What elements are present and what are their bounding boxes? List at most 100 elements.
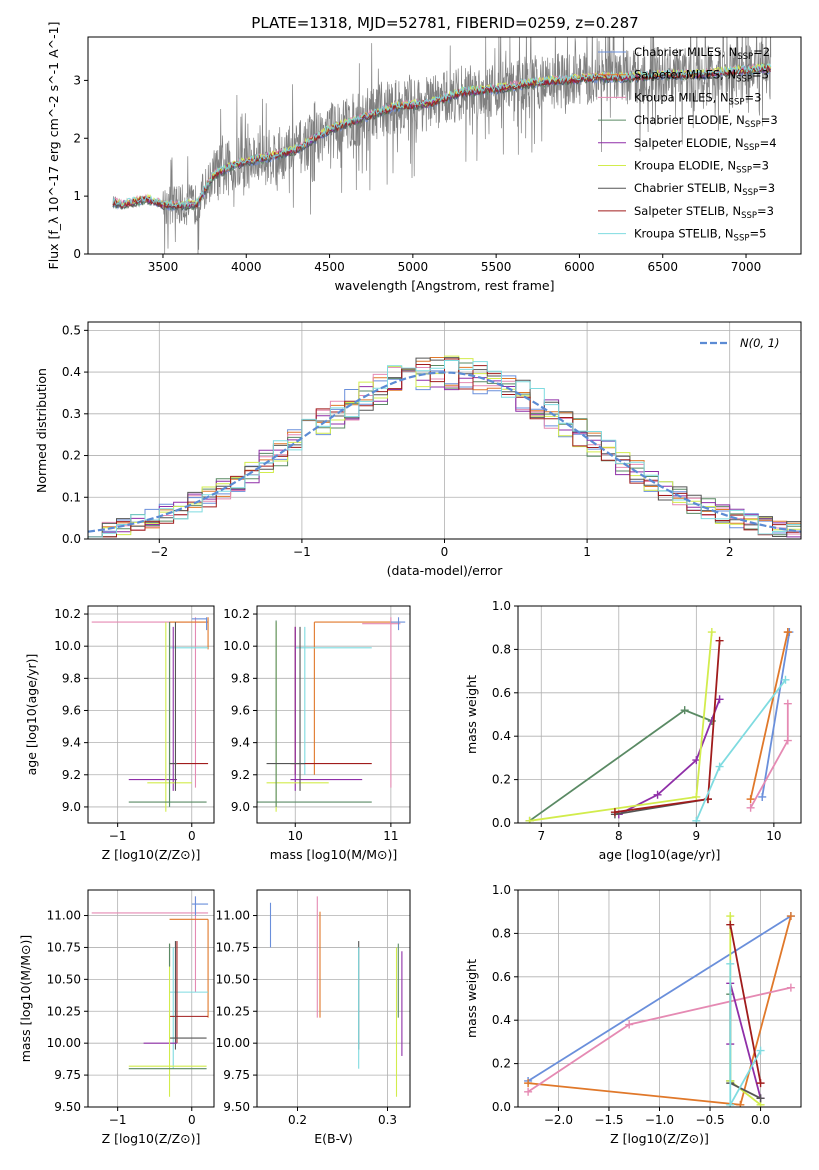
y-tick-label: 0.1 (62, 490, 81, 504)
legend-count: =2 (753, 45, 770, 59)
y-tick-label: 1 (73, 189, 81, 203)
x-tick-label: 1 (583, 545, 591, 559)
axes-frame (87, 889, 215, 1108)
model-line-kroupa-stelib (112, 62, 772, 208)
axes-frame (87, 605, 215, 824)
mass_vs_EBV-group: 0.2 0.3 9.50 9.75 10.00 10.25 10.50 10.75 11.00 E… (216, 889, 411, 1146)
y-tick-label: 10.25 (47, 1004, 81, 1018)
mass_weight_vs_age-group: 7 8 9 10 0.0 0.2 0.4 0.6 0.8 1.0 age [log10(age/yr… (464, 599, 802, 862)
point-marker (726, 920, 735, 929)
point-marker (783, 628, 792, 637)
x-axis-label: Z [log10(Z/Z⊙)] (102, 1131, 201, 1146)
axes-frame (256, 889, 411, 1108)
legend-label: Chabrier MILES, NSSP=2 (634, 45, 770, 62)
x-axis-label: E(B-V) (314, 1131, 353, 1146)
x-tick-label: −1.5 (594, 1113, 623, 1127)
point-marker (653, 790, 662, 799)
y-tick-label: 10.2 (223, 607, 250, 621)
point-marker (758, 792, 767, 801)
x-axis-label: Z [log10(Z/Z⊙)] (610, 1131, 709, 1146)
point-marker (625, 1020, 634, 1029)
histogram-kroupa-stelib (88, 360, 801, 538)
y-tick-label: 9.0 (62, 800, 81, 814)
x-tick-label: 0.2 (288, 1113, 307, 1127)
axes-frame (87, 36, 802, 255)
y-tick-label: 10.0 (54, 639, 81, 653)
point-marker (786, 912, 795, 921)
series-line-chabrier-stelib (729, 1082, 762, 1100)
plot-area (91, 896, 209, 1097)
legend-count: =3 (758, 181, 775, 195)
point-marker (781, 675, 790, 684)
x-tick-label: 5000 (398, 260, 429, 274)
plot-area (112, 37, 772, 254)
x-tick-label: −1 (109, 1113, 127, 1127)
legend-count: =3 (752, 68, 769, 82)
series-line-chabrier-miles (527, 915, 792, 1082)
point-marker (707, 628, 716, 637)
y-tick-label: 9.6 (231, 703, 250, 717)
y-tick-label: 1.0 (492, 883, 511, 897)
x-tick-label: −1 (109, 829, 127, 843)
y-tick-label: 9.50 (54, 1100, 81, 1114)
y-tick-label: 0.2 (492, 773, 511, 787)
plot-area (88, 355, 801, 538)
y-tick-label: 0.8 (492, 642, 511, 656)
y-tick-label: 10.75 (47, 940, 81, 954)
point-marker (524, 1087, 533, 1096)
legend-subscript: SSP (736, 75, 752, 85)
axes-frame (256, 605, 411, 824)
x-axis-label: mass [log10(M/M⊙)] (270, 847, 398, 862)
y-tick-label: 0.0 (492, 816, 511, 830)
series-line-kroupa-elodie (529, 631, 713, 822)
legend-count: =3 (752, 159, 769, 173)
y-tick-label: 0.5 (62, 323, 81, 337)
x-axis-label: Z [log10(Z/Z⊙)] (102, 847, 201, 862)
point-marker (726, 912, 735, 921)
point-marker (715, 762, 724, 771)
series-line-salpeter-stelib (729, 924, 762, 1084)
x-tick-label: 4500 (314, 260, 345, 274)
figure-title: PLATE=1318, MJD=52781, FIBERID=0259, z=0… (251, 14, 638, 32)
x-tick-label: 6000 (564, 260, 595, 274)
axes-frame (517, 605, 802, 824)
legend-count: =3 (761, 113, 778, 127)
legend-label: Kroupa STELIB, NSSP=5 (634, 227, 766, 244)
y-tick-label: 10.50 (216, 972, 250, 986)
y-tick-label: 9.2 (62, 768, 81, 782)
gaussian-curve (88, 371, 801, 533)
plot-area (269, 896, 403, 1097)
y-tick-label: 9.6 (62, 703, 81, 717)
y-tick-label: 0.6 (492, 686, 511, 700)
point-marker (746, 803, 755, 812)
y-tick-label: 11.00 (47, 909, 81, 923)
y-tick-label: 0.2 (62, 449, 81, 463)
x-tick-label: −1 (293, 545, 311, 559)
legend-count: =3 (744, 90, 761, 104)
x-tick-label: 0 (188, 829, 196, 843)
y-axis-label: mass weight (464, 675, 479, 754)
point-marker (783, 699, 792, 708)
y-tick-label: 9.50 (223, 1100, 250, 1114)
y-tick-label: 2 (73, 131, 81, 145)
series-line-salpeter-miles (749, 631, 789, 800)
mass_vs_Z-group: −1 0 9.50 9.75 10.00 10.25 10.50 10.75 11.00 Z [l… (18, 889, 215, 1146)
y-tick-label: 10.75 (216, 940, 250, 954)
point-marker (746, 795, 755, 804)
x-tick-label: 2 (726, 545, 734, 559)
x-axis-label: (data-model)/error (387, 563, 504, 578)
x-tick-label: 0.0 (751, 1113, 770, 1127)
point-marker (610, 808, 619, 817)
y-tick-label: 0.0 (62, 532, 81, 546)
y-tick-label: 9.4 (62, 736, 81, 750)
y-tick-label: 10.50 (47, 972, 81, 986)
point-marker (726, 959, 735, 968)
y-tick-label: 10.25 (216, 1004, 250, 1018)
histogram-salpeter-stelib (88, 358, 801, 538)
legend-label: N(0, 1) (740, 336, 780, 350)
x-tick-label: 6500 (647, 260, 678, 274)
y-tick-label: 0 (73, 247, 81, 261)
y-tick-label: 9.4 (231, 736, 250, 750)
point-marker (756, 1046, 765, 1055)
